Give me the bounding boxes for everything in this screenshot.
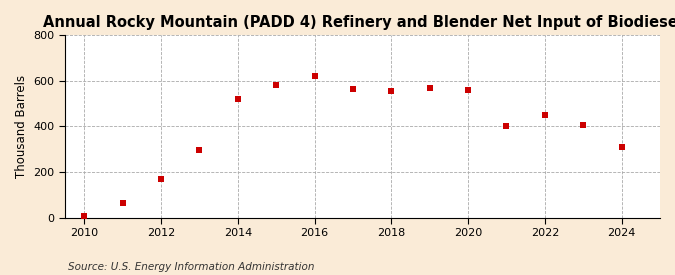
Point	[501, 124, 512, 129]
Point	[156, 177, 167, 181]
Point	[462, 88, 473, 92]
Point	[616, 145, 627, 149]
Point	[309, 74, 320, 79]
Point	[232, 97, 243, 101]
Point	[271, 83, 281, 88]
Point	[79, 214, 90, 219]
Y-axis label: Thousand Barrels: Thousand Barrels	[15, 75, 28, 178]
Point	[117, 200, 128, 205]
Point	[425, 86, 435, 90]
Text: Source: U.S. Energy Information Administration: Source: U.S. Energy Information Administ…	[68, 262, 314, 272]
Point	[386, 89, 397, 93]
Point	[194, 148, 205, 153]
Point	[578, 123, 589, 128]
Point	[348, 87, 358, 91]
Point	[539, 113, 550, 117]
Title: Annual Rocky Mountain (PADD 4) Refinery and Blender Net Input of Biodiesel: Annual Rocky Mountain (PADD 4) Refinery …	[43, 15, 675, 30]
